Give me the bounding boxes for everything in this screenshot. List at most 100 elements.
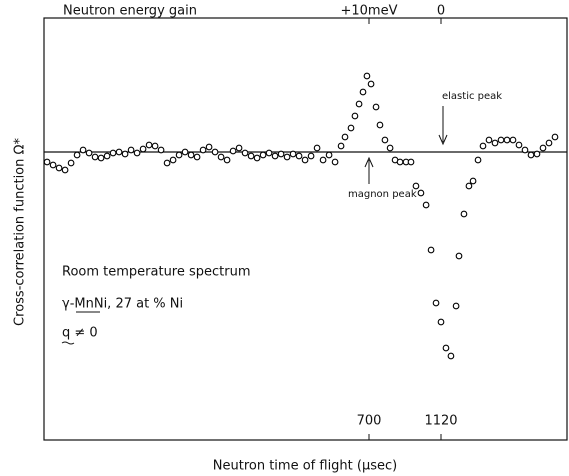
point xyxy=(355,100,363,108)
point xyxy=(497,136,505,144)
point xyxy=(515,141,523,149)
point xyxy=(199,146,207,154)
point xyxy=(103,152,111,160)
point xyxy=(271,152,279,160)
point xyxy=(485,136,493,144)
point xyxy=(503,136,511,144)
point xyxy=(139,145,147,153)
point xyxy=(109,149,117,157)
point xyxy=(417,189,425,197)
point xyxy=(479,142,487,150)
point xyxy=(427,246,435,254)
point xyxy=(474,156,482,164)
point xyxy=(509,136,517,144)
point xyxy=(465,182,473,190)
point xyxy=(469,177,477,185)
annotation: elastic peak xyxy=(442,91,502,102)
point xyxy=(533,150,541,158)
annotation: Room temperature spectrum xyxy=(62,265,251,280)
point xyxy=(133,149,141,157)
point xyxy=(97,154,105,162)
arrow-head xyxy=(438,134,448,146)
point xyxy=(277,150,285,158)
point xyxy=(412,182,420,190)
point xyxy=(49,161,57,169)
point xyxy=(437,318,445,326)
point xyxy=(363,72,371,80)
point xyxy=(151,142,159,150)
point xyxy=(115,148,123,156)
point xyxy=(259,151,267,159)
x-tick-label: 1120 xyxy=(424,414,457,429)
point xyxy=(121,150,129,158)
point xyxy=(551,133,559,141)
point xyxy=(319,156,327,164)
point xyxy=(295,152,303,160)
point xyxy=(527,151,535,159)
point xyxy=(127,146,135,154)
point xyxy=(521,146,529,154)
point xyxy=(91,153,99,161)
annotation: q ≠ 0 xyxy=(62,326,98,341)
point xyxy=(205,143,213,151)
point xyxy=(386,144,394,152)
point xyxy=(407,158,415,166)
top-x-tick-label: 0 xyxy=(437,4,445,19)
point xyxy=(73,151,81,159)
point xyxy=(367,80,375,88)
point xyxy=(351,112,359,120)
annotation: γ-MnNi, 27 at % Ni xyxy=(62,297,183,312)
point xyxy=(452,302,460,310)
point xyxy=(381,136,389,144)
point xyxy=(187,151,195,159)
point xyxy=(341,133,349,141)
point xyxy=(447,352,455,360)
point xyxy=(163,159,171,167)
x-axis-label: Neutron time of flight (μsec) xyxy=(213,459,397,474)
point xyxy=(539,144,547,152)
point xyxy=(79,146,87,154)
point xyxy=(301,156,309,164)
point xyxy=(491,139,499,147)
point xyxy=(229,147,237,155)
point xyxy=(181,148,189,156)
point xyxy=(460,210,468,218)
point xyxy=(175,151,183,159)
point xyxy=(67,159,75,167)
point xyxy=(376,121,384,129)
point xyxy=(85,149,93,157)
point xyxy=(193,153,201,161)
point xyxy=(241,149,249,157)
point xyxy=(157,146,165,154)
point xyxy=(223,156,231,164)
point xyxy=(283,153,291,161)
point xyxy=(422,201,430,209)
annotation: magnon peak xyxy=(348,189,417,200)
point xyxy=(253,154,261,162)
point xyxy=(359,88,367,96)
point xyxy=(145,141,153,149)
point xyxy=(61,166,69,174)
point xyxy=(211,148,219,156)
y-axis-label: Cross-correlation function Ω* xyxy=(13,138,28,326)
top-axis-label: Neutron energy gain xyxy=(63,4,197,19)
point xyxy=(217,153,225,161)
point xyxy=(43,158,51,166)
point xyxy=(265,149,273,157)
point xyxy=(432,299,440,307)
tilde xyxy=(61,341,75,345)
point xyxy=(347,124,355,132)
point xyxy=(372,103,380,111)
x-tick-label: 700 xyxy=(357,414,382,429)
point xyxy=(325,151,333,159)
point xyxy=(289,150,297,158)
point xyxy=(235,144,243,152)
point xyxy=(247,152,255,160)
plot-frame xyxy=(43,17,568,441)
point xyxy=(396,158,404,166)
point xyxy=(337,142,345,150)
point xyxy=(331,158,339,166)
point xyxy=(169,156,177,164)
point xyxy=(455,252,463,260)
